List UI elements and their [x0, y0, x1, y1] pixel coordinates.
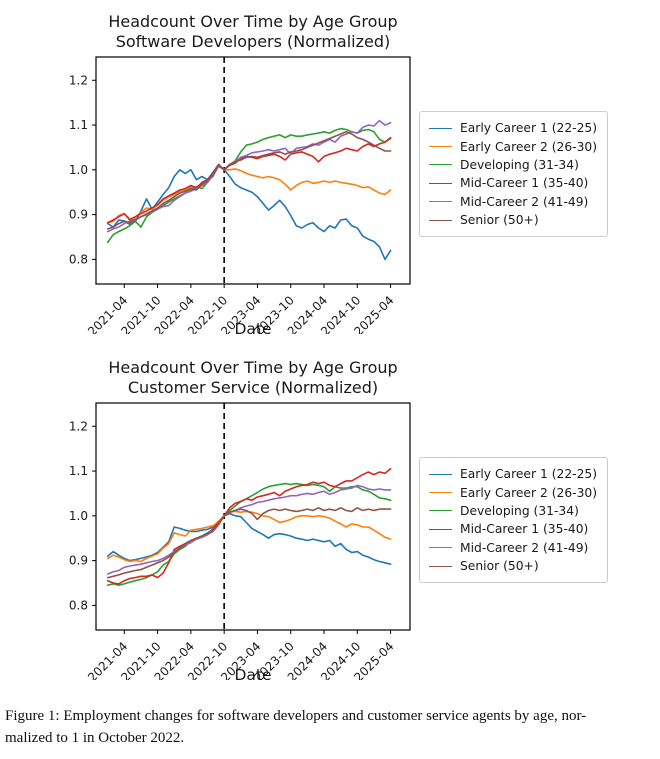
legend-item: Mid-Career 1 (35-40) [429, 520, 597, 538]
legend-line-swatch [429, 146, 452, 148]
legend-label: Senior (50+) [460, 559, 539, 574]
legend-item: Developing (31-34) [429, 502, 597, 520]
legend-line-swatch [429, 510, 452, 512]
x-axis-label: Date [234, 320, 272, 338]
y-tick-label: 1.2 [69, 419, 88, 433]
legend-item: Mid-Career 2 (41-49) [429, 193, 597, 211]
legend-line-swatch [429, 182, 452, 184]
chart-title-line1: Headcount Over Time by Age Group [108, 12, 398, 31]
chart-title-line2: Customer Service (Normalized) [127, 377, 379, 397]
legend-label: Senior (50+) [460, 213, 539, 228]
legend-item: Mid-Career 1 (35-40) [429, 174, 597, 192]
legend-label: Early Career 2 (26-30) [460, 485, 598, 500]
legend-label: Early Career 1 (22-25) [460, 121, 598, 136]
y-tick-label: 1.1 [69, 464, 88, 478]
legend-item: Developing (31-34) [429, 156, 597, 174]
legend: Early Career 1 (22-25) Early Career 2 (26… [419, 111, 609, 238]
legend-label: Early Career 2 (26-30) [460, 139, 598, 154]
legend-item: Mid-Career 2 (41-49) [429, 539, 597, 557]
chart-title: Headcount Over Time by Age Group Softwar… [66, 12, 440, 51]
series-line [106, 131, 392, 230]
legend-line-swatch [429, 528, 452, 530]
series-line [106, 484, 392, 575]
chart-title-line1: Headcount Over Time by Age Group [108, 358, 398, 377]
chart-canvas: 0.80.91.01.11.22021-042021-102022-042022… [69, 402, 411, 680]
y-tick-label: 1.0 [69, 163, 88, 177]
series-line [106, 512, 392, 565]
x-axis-label: Date [234, 666, 272, 684]
chart-customer-service: Headcount Over Time by Age Group Custome… [0, 346, 660, 706]
legend-line-swatch [429, 127, 452, 129]
legend-item: Early Career 2 (26-30) [429, 483, 597, 501]
chart-title-line2: Software Developers (Normalized) [115, 31, 391, 51]
legend-label: Mid-Career 1 (35-40) [460, 522, 589, 537]
y-tick-label: 0.8 [69, 252, 88, 266]
legend-label: Mid-Career 2 (41-49) [460, 194, 589, 209]
y-tick-label: 0.9 [69, 554, 88, 568]
legend-line-swatch [429, 219, 452, 221]
y-tick-label: 1.0 [69, 509, 88, 523]
legend: Early Career 1 (22-25) Early Career 2 (26… [419, 457, 609, 584]
series-line [106, 482, 392, 586]
series-line [106, 507, 392, 579]
legend-line-swatch [429, 201, 452, 203]
legend-line-swatch [429, 473, 452, 475]
legend-item: Early Career 1 (22-25) [429, 119, 597, 137]
legend-label: Developing (31-34) [460, 503, 579, 518]
series-line [106, 127, 392, 244]
series-line [106, 136, 392, 224]
legend-item: Senior (50+) [429, 211, 597, 229]
chart-title: Headcount Over Time by Age Group Custome… [66, 358, 440, 397]
legend-item: Early Career 1 (22-25) [429, 465, 597, 483]
series-line [106, 119, 392, 233]
chart-software-developers: Headcount Over Time by Age Group Softwar… [0, 0, 660, 346]
legend-label: Mid-Career 1 (35-40) [460, 176, 589, 191]
legend-line-swatch [429, 492, 452, 494]
caption-line-2: malized to 1 in October 2022. [5, 729, 185, 746]
y-tick-label: 0.8 [69, 598, 88, 612]
series-line [106, 510, 392, 563]
y-tick-label: 1.1 [69, 118, 88, 132]
legend-item: Senior (50+) [429, 557, 597, 575]
y-tick-label: 0.9 [69, 208, 88, 222]
legend-label: Developing (31-34) [460, 157, 579, 172]
legend-line-swatch [429, 547, 452, 549]
legend-line-swatch [429, 164, 452, 166]
y-tick-label: 1.2 [69, 73, 88, 87]
caption-line-1: Figure 1: Employment changes for softwar… [5, 708, 587, 724]
chart-canvas: 0.80.91.01.11.22021-042021-102022-042022… [69, 56, 411, 334]
legend-label: Early Career 1 (22-25) [460, 467, 598, 482]
plot-border [95, 402, 411, 631]
legend-line-swatch [429, 565, 452, 567]
series-line [106, 468, 392, 585]
legend-label: Mid-Career 2 (41-49) [460, 540, 589, 555]
plot-border [95, 56, 411, 285]
figure-caption: Figure 1: Employment changes for softwar… [5, 706, 657, 750]
legend-item: Early Career 2 (26-30) [429, 137, 597, 155]
